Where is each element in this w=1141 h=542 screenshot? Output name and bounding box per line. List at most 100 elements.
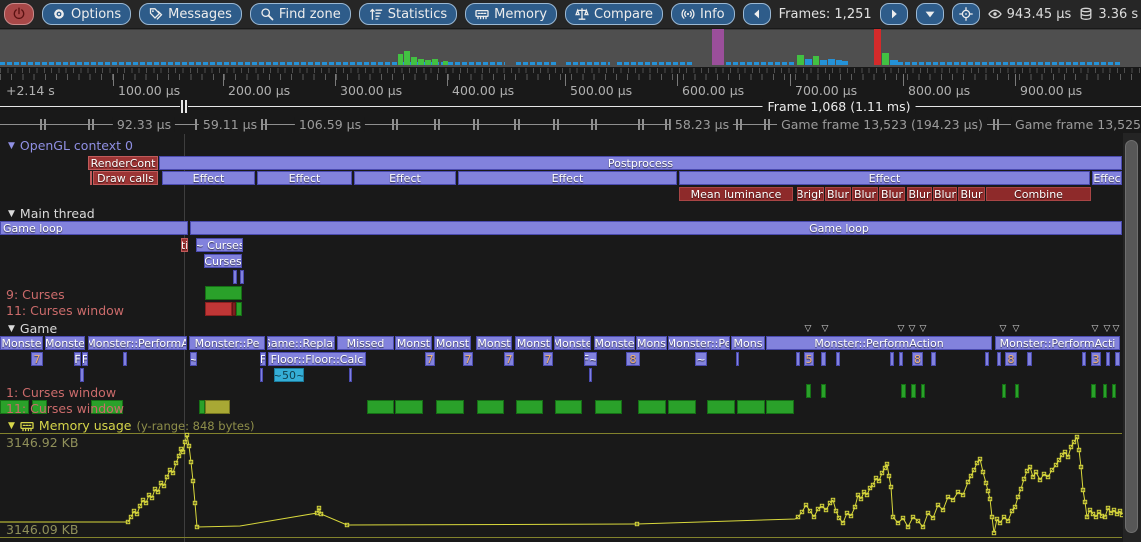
zone-bar[interactable] [589,368,592,382]
zone-bar[interactable] [796,352,800,366]
power-button[interactable] [4,3,34,25]
frame-part-label[interactable]: 58.23 µs [670,117,734,132]
frame-part-label[interactable]: Game frame 13,523 (194.23 µs) [777,117,987,132]
zone-bar[interactable]: 8 [1005,352,1017,366]
lock-activity-bar[interactable] [91,400,123,414]
statistics-button[interactable]: Statistics [358,3,458,25]
zone-bar[interactable]: Monst [395,336,432,350]
vertical-scrollbar[interactable] [1123,133,1141,542]
next-frame-button[interactable] [879,3,908,25]
frame-separator[interactable] [736,119,738,130]
frame-separator[interactable] [434,119,436,130]
frame-separator[interactable] [595,119,597,130]
zone-bar[interactable]: Effec [1092,171,1122,185]
message-marker-icon[interactable]: ▽ [1091,324,1099,334]
message-marker-icon[interactable]: ▽ [1012,324,1020,334]
message-marker-icon[interactable]: ▽ [804,324,812,334]
zone-bar[interactable]: Monste [0,336,43,350]
lock-activity-bar[interactable] [205,302,232,316]
zone-bar[interactable]: 7 [543,352,553,366]
zone-bar[interactable]: Postprocess [159,156,1122,170]
zone-bar[interactable]: ti [181,238,188,252]
lock-activity-bar[interactable] [595,400,622,414]
zone-bar[interactable]: Monst [515,336,552,350]
zone-bar[interactable]: 3 [1091,352,1101,366]
frame-separator[interactable] [665,119,667,130]
zone-bar[interactable] [240,270,244,284]
message-marker-icon[interactable]: ▽ [897,324,905,334]
lock-activity-bar[interactable] [477,400,504,414]
lock-activity-bar[interactable] [1112,384,1116,398]
zone-bar[interactable] [260,368,263,382]
find-zone-button[interactable]: Find zone [249,3,351,25]
zone-bar[interactable]: Blur [933,187,957,201]
frame-separator[interactable] [438,119,440,130]
zone-bar[interactable] [821,352,826,366]
zone-bar[interactable]: Draw calls [93,171,158,185]
zone-bar[interactable]: Monster::PerformActi [995,336,1120,350]
zone-bar[interactable]: ~50~ [274,368,304,382]
frame-separator[interactable] [740,119,742,130]
zone-bar[interactable]: Mean luminance [679,187,793,201]
zone-bar[interactable]: 7 [425,352,435,366]
zone-bar[interactable] [233,270,237,284]
lock-activity-bar[interactable] [516,400,543,414]
frame-separator[interactable] [514,119,516,130]
zone-bar[interactable]: Blur [879,187,905,201]
lock-activity-bar[interactable] [901,384,906,398]
scrollbar-thumb[interactable] [1125,140,1138,533]
frame-separator[interactable] [591,119,593,130]
zone-bar[interactable]: ~ Curses [196,238,243,252]
zone-bar[interactable]: 8 [912,352,923,366]
message-marker-icon[interactable]: ▽ [908,324,916,334]
zone-bar[interactable]: Mons [731,336,765,350]
frame-separator[interactable] [92,119,94,130]
zone-bar[interactable]: Floor::Floor::Calc [268,352,366,366]
zone-bar[interactable]: Monste [594,336,635,350]
zone-bar[interactable]: Brigh [797,187,824,201]
lock-activity-bar[interactable] [638,400,666,414]
frame-separator[interactable] [993,119,995,130]
zone-bar[interactable]: Blur [958,187,985,201]
frame-separator[interactable] [642,119,644,130]
zone-bar[interactable]: Monster::Pe [668,336,730,350]
collapse-triangle-icon[interactable]: ▼ [8,420,15,431]
zone-bar[interactable] [1106,352,1110,366]
zone-bar[interactable]: 7 [504,352,514,366]
zone-bar[interactable]: Monste [554,336,591,350]
frame-part-label[interactable]: 59.11 µs [198,117,262,132]
frame-separator[interactable] [195,119,197,130]
message-marker-icon[interactable]: ▽ [919,324,927,334]
zone-bar[interactable]: Game loop [190,221,1122,235]
lock-activity-bar[interactable] [236,302,242,316]
gpu-context-header[interactable]: ▼ OpenGL context 0 [8,138,133,153]
zone-bar[interactable]: 5 [804,352,814,366]
zone-bar[interactable]: Game::Replay [267,336,335,350]
game-thread-header[interactable]: ▼ Game [8,321,57,336]
lock-activity-bar[interactable] [232,302,236,316]
frame-separator[interactable] [518,119,520,130]
message-marker-icon[interactable]: ▽ [999,324,1007,334]
frame-title[interactable]: Frame 1,068 (1.11 ms) [762,99,916,114]
frame-separator[interactable] [557,119,559,130]
lock-activity-bar[interactable] [205,400,230,414]
lock-activity-bar[interactable] [911,384,916,398]
frame-separator[interactable] [638,119,640,130]
messages-button[interactable]: Messages [139,3,242,25]
collapse-triangle-icon[interactable]: ▼ [8,208,15,219]
zone-bar[interactable]: Combine [986,187,1091,201]
lock-activity-bar[interactable] [205,286,242,300]
zone-bar[interactable]: Monste [45,336,85,350]
lock-activity-bar[interactable] [32,400,47,414]
zone-bar[interactable] [931,352,936,366]
info-button[interactable]: Info [671,3,735,25]
lock-activity-bar[interactable] [555,400,582,414]
lock-activity-bar[interactable] [821,384,826,398]
frame-separator[interactable] [392,119,394,130]
frame-separator[interactable] [396,119,398,130]
lock-activity-bar[interactable] [737,400,765,414]
frame-part-label[interactable]: 92.33 µs [112,117,176,132]
zone-bar[interactable]: Monst [434,336,471,350]
zone-bar[interactable]: Effect [679,171,1090,185]
